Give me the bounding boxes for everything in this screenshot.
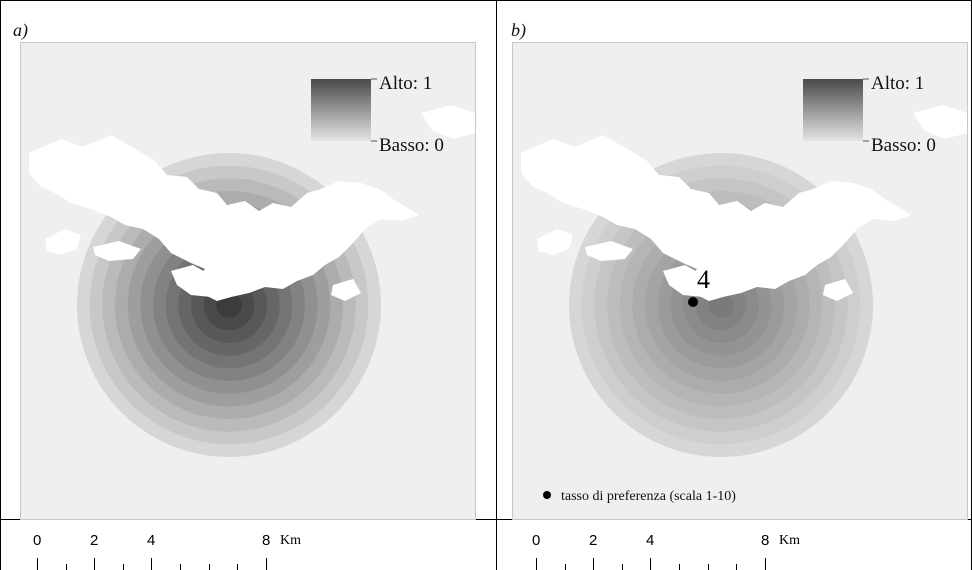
preference-legend-text: tasso di preferenza (scala 1-10) — [561, 489, 736, 504]
legend-ramp — [311, 79, 371, 141]
scale-tick — [765, 558, 766, 570]
scale-tick — [565, 564, 566, 570]
excluded-area — [29, 105, 475, 301]
scale-tick — [94, 558, 95, 570]
cloud-shape — [331, 279, 361, 301]
scale-label-2: 2 — [589, 532, 598, 549]
excluded-area — [521, 105, 967, 301]
cloud-shape — [29, 135, 419, 301]
scale-label-8: 8 — [262, 532, 271, 549]
map-b-svg: Alto: 1 Basso: 0 4 tasso di preferenza (sca… — [521, 73, 967, 504]
legend-high-label: Alto: 1 — [379, 73, 432, 94]
scale-tick — [66, 564, 67, 570]
cloud-shape — [521, 135, 911, 301]
scale-tick — [679, 564, 680, 570]
frame-left-border — [0, 0, 1, 570]
cloud-shape — [45, 229, 81, 255]
legend-low-label: Basso: 0 — [871, 135, 936, 156]
scale-label-0: 0 — [33, 532, 42, 549]
scale-tick — [536, 558, 537, 570]
scale-unit: Km — [280, 533, 301, 548]
scale-bar-a: 0 2 4 8 Km — [26, 530, 326, 570]
scale-tick — [209, 564, 210, 570]
cloud-shape — [663, 265, 713, 297]
cloud-shape — [585, 241, 633, 261]
scale-unit: Km — [779, 533, 800, 548]
scale-tick — [593, 558, 594, 570]
scale-label-0: 0 — [532, 532, 541, 549]
panel-b-label: b) — [511, 20, 526, 40]
frame-bottom-border — [0, 519, 972, 520]
scale-label-8: 8 — [761, 532, 770, 549]
scale-tick — [266, 558, 267, 570]
cloud-shape — [171, 265, 221, 297]
scale-tick — [708, 564, 709, 570]
legend-high-label: Alto: 1 — [871, 73, 924, 94]
cloud-shape — [913, 105, 967, 139]
scale-label-2: 2 — [90, 532, 99, 549]
map-panel-b: Alto: 1 Basso: 0 4 tasso di preferenza (sca… — [512, 42, 968, 520]
scale-tick — [180, 564, 181, 570]
preference-legend-dot — [543, 491, 551, 499]
scale-label-4: 4 — [147, 532, 156, 549]
map-panel-a: Alto: 1 Basso: 0 — [20, 42, 476, 520]
scale-tick — [237, 564, 238, 570]
frame-divider — [496, 0, 497, 570]
cloud-shape — [823, 279, 853, 301]
preference-point — [688, 297, 698, 307]
cloud-shape — [93, 241, 141, 261]
map-a-svg: Alto: 1 Basso: 0 — [29, 73, 475, 457]
scale-bar-b: 0 2 4 8 Km — [525, 530, 825, 570]
scale-label-4: 4 — [646, 532, 655, 549]
scale-tick — [151, 558, 152, 570]
scale-tick — [622, 564, 623, 570]
scale-tick — [736, 564, 737, 570]
scale-tick — [650, 558, 651, 570]
cloud-shape — [421, 105, 475, 139]
scale-tick — [37, 558, 38, 570]
legend-ramp — [803, 79, 863, 141]
frame-top-border — [0, 0, 972, 1]
cloud-shape — [537, 229, 573, 255]
preference-value-label: 4 — [697, 265, 710, 294]
scale-tick — [123, 564, 124, 570]
panel-a-label: a) — [13, 20, 28, 40]
legend-low-label: Basso: 0 — [379, 135, 444, 156]
